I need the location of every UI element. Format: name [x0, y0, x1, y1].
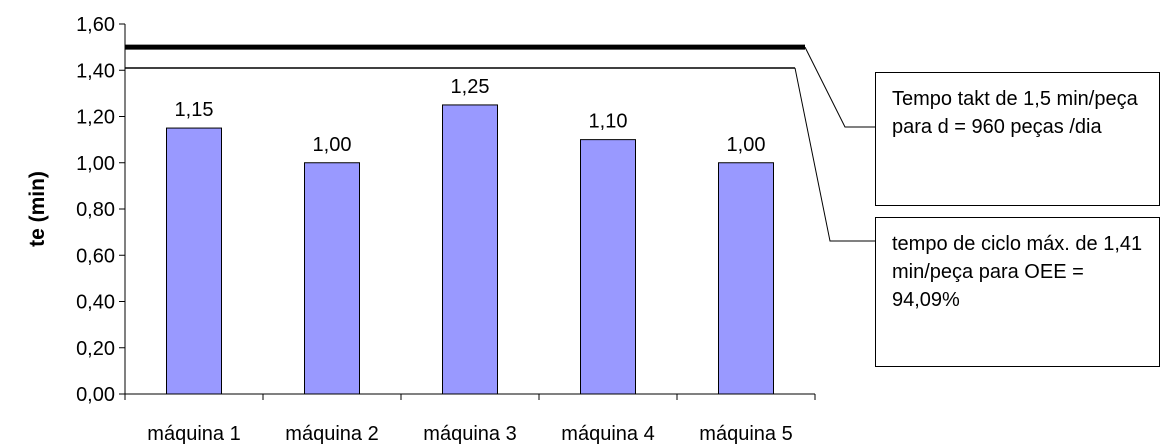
- bar: [442, 104, 498, 395]
- x-tick-label: máquina 1: [147, 423, 240, 445]
- y-tick-label: 1,40: [76, 60, 115, 82]
- y-tick-label: 0,20: [76, 338, 115, 360]
- bar: [166, 127, 222, 395]
- bar: [718, 162, 774, 395]
- y-tick-label: 1,60: [76, 14, 115, 36]
- x-tick-label: máquina 3: [423, 423, 516, 445]
- y-tick-label: 1,20: [76, 107, 115, 129]
- y-tick-label: 0,00: [76, 384, 115, 406]
- bar-value-label: 1,15: [175, 99, 214, 121]
- bar-value-label: 1,25: [451, 76, 490, 98]
- y-tick-label: 0,40: [76, 292, 115, 314]
- y-tick-label: 1,00: [76, 153, 115, 175]
- bar: [304, 162, 360, 395]
- takt-time-annotation: Tempo takt de 1,5 min/peça para d = 960 …: [875, 72, 1160, 206]
- y-tick-label: 0,60: [76, 245, 115, 267]
- bar-value-label: 1,10: [589, 111, 628, 133]
- x-tick-label: máquina 4: [561, 423, 654, 445]
- y-tick-label: 0,80: [76, 199, 115, 221]
- y-axis-title: te (min): [26, 171, 49, 247]
- takt-leader-line: [804, 46, 875, 128]
- bar-value-label: 1,00: [727, 134, 766, 156]
- x-tick-label: máquina 2: [285, 423, 378, 445]
- bar: [580, 139, 636, 395]
- cycle-time-annotation: tempo de ciclo máx. de 1,41 min/peça par…: [875, 217, 1160, 367]
- bar-value-label: 1,00: [313, 134, 352, 156]
- cycle-leader-line: [794, 67, 875, 242]
- x-tick-label: máquina 5: [699, 423, 792, 445]
